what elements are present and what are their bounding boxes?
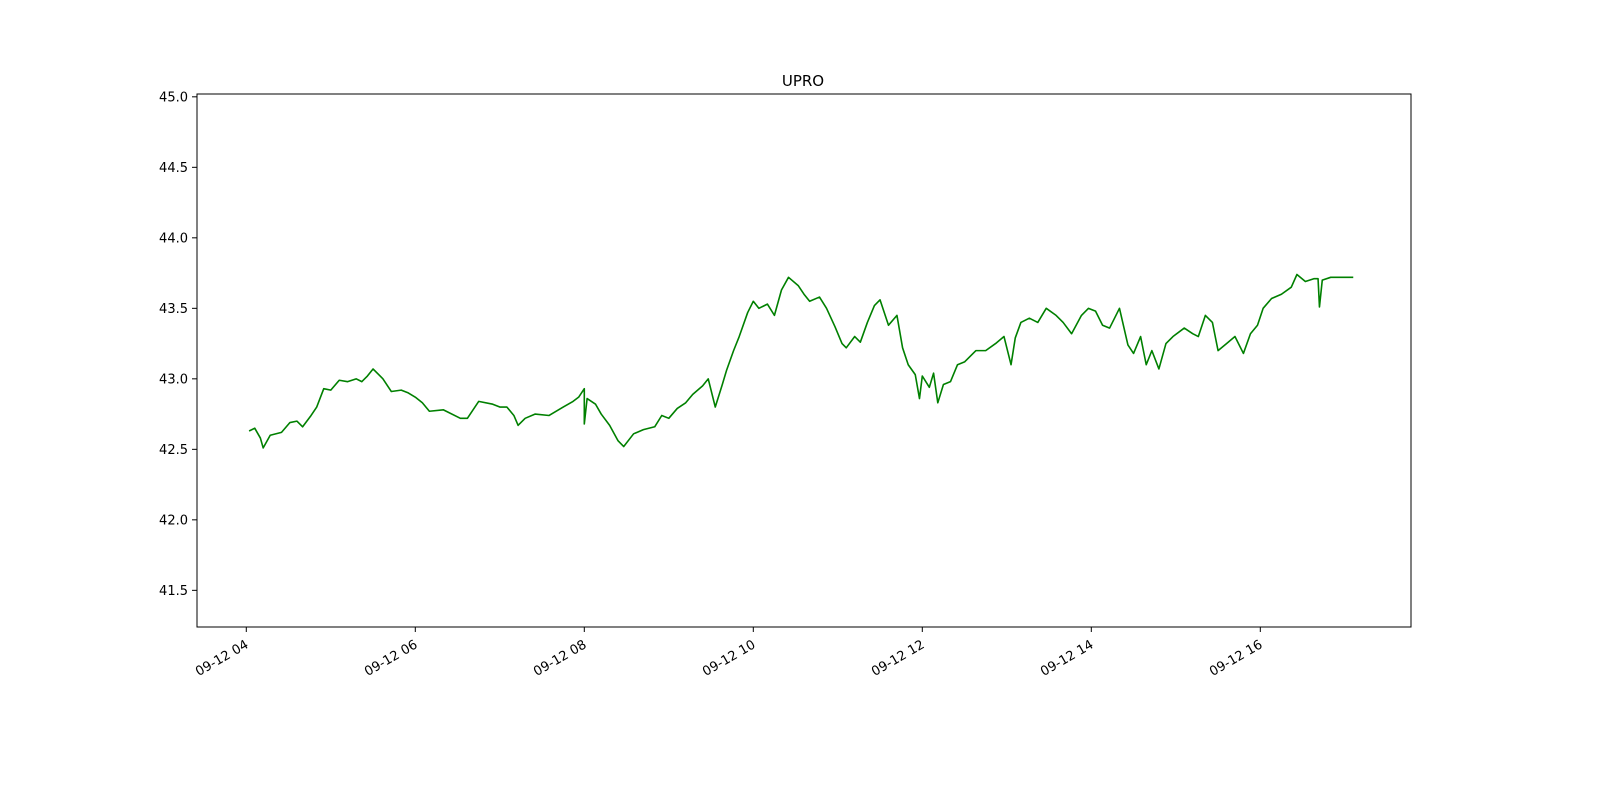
x-tick-label: 09-12 10 — [700, 637, 758, 679]
y-tick-label: 44.0 — [159, 231, 188, 246]
x-tick-label: 09-12 04 — [193, 637, 251, 679]
x-axis: 09-12 04 09-12 06 09-12 08 09-12 10 09-12 12… — [193, 627, 1265, 680]
y-tick-label: 42.0 — [159, 513, 188, 528]
y-tick-label: 44.5 — [159, 161, 188, 176]
y-tick-label: 42.5 — [159, 443, 188, 458]
x-tick-label: 09-12 08 — [531, 637, 589, 679]
y-axis: 41.5 42.0 42.5 43.0 43.5 44.0 44.5 45.0 — [159, 90, 197, 599]
x-tick-label: 09-12 16 — [1207, 637, 1265, 679]
y-tick-label: 45.0 — [159, 90, 188, 105]
y-tick-label: 43.5 — [159, 302, 188, 317]
plot-frame — [196, 93, 1412, 628]
x-tick-label: 09-12 12 — [869, 637, 927, 679]
y-tick-label: 43.0 — [159, 372, 188, 387]
y-tick-label: 41.5 — [159, 584, 188, 599]
chart-title: UPRO — [782, 72, 824, 90]
x-tick-label: 09-12 06 — [362, 637, 420, 679]
series-layer — [248, 273, 1354, 449]
x-tick-label: 09-12 14 — [1038, 637, 1096, 679]
series-line-0 — [248, 273, 1354, 449]
